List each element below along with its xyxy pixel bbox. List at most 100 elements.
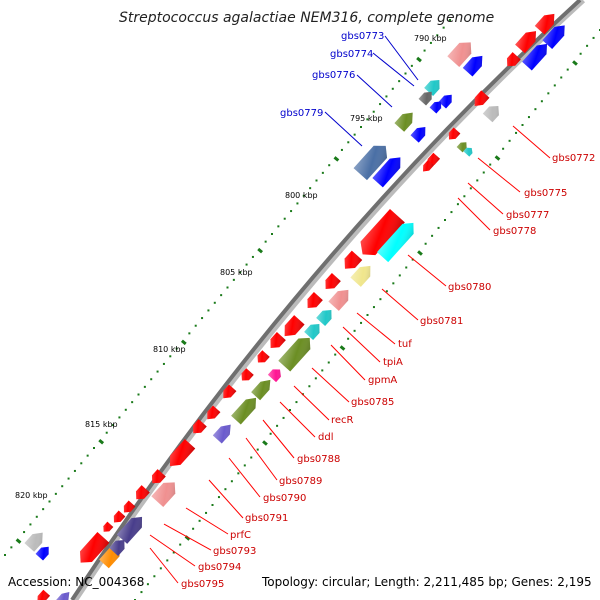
kbp-label: 820 kbp (15, 491, 48, 500)
cds-arrow[interactable] (304, 320, 324, 340)
gene-label-gbs0794[interactable]: gbs0794 (198, 562, 241, 573)
kbp-label: 815 kbp (85, 420, 118, 429)
gene-label-gbs0780[interactable]: gbs0780 (448, 282, 491, 293)
cds-arrow[interactable] (522, 40, 552, 71)
gene-label-gbs0778[interactable]: gbs0778 (493, 226, 536, 237)
tick-mark (372, 306, 375, 309)
cds-arrow[interactable] (148, 469, 166, 487)
gene-label-gbs0774[interactable]: gbs0774 (330, 49, 373, 60)
gene-label-ddl[interactable]: ddl (318, 432, 333, 443)
cds-arrow[interactable] (24, 528, 47, 552)
gene-label-gbs0791[interactable]: gbs0791 (245, 513, 288, 524)
cds-arrow[interactable] (121, 500, 136, 516)
cds-arrow[interactable] (116, 512, 147, 544)
gene-label-gbs0777[interactable]: gbs0777 (506, 210, 549, 221)
cds-arrow[interactable] (251, 376, 275, 401)
cds-arrow[interactable] (482, 102, 503, 123)
cds-arrow[interactable] (266, 332, 286, 352)
cds-arrow[interactable] (372, 153, 405, 188)
cds-arrow[interactable] (438, 91, 456, 109)
cds-arrow[interactable] (204, 405, 221, 422)
gene-label-gbs0776[interactable]: gbs0776 (312, 70, 355, 81)
gene-label-gpmA[interactable]: gpmA (368, 375, 397, 386)
cds-arrow[interactable] (353, 140, 393, 181)
cds-arrow[interactable] (471, 90, 490, 109)
tick-mark (239, 271, 242, 274)
cds-arrow[interactable] (75, 532, 110, 568)
callout-line (311, 367, 350, 403)
cds-arrow[interactable] (231, 394, 261, 425)
cds-arrow[interactable] (340, 250, 363, 274)
cds-arrow[interactable] (279, 315, 305, 341)
cds-arrow[interactable] (220, 384, 237, 401)
tick-mark (410, 64, 413, 67)
tick-mark (48, 500, 51, 503)
cds-arrow[interactable] (534, 9, 559, 35)
cds-arrow[interactable] (55, 589, 72, 600)
cds-arrow[interactable] (254, 350, 270, 366)
cds-arrow[interactable] (515, 27, 541, 54)
tick-mark (54, 492, 57, 495)
cds-arrow[interactable] (463, 145, 474, 157)
cds-arrow[interactable] (429, 99, 445, 114)
callout-line (384, 35, 419, 81)
gene-label-gbs0781[interactable]: gbs0781 (420, 316, 463, 327)
cds-arrow[interactable] (165, 439, 196, 471)
cds-arrow[interactable] (456, 140, 470, 153)
cds-arrow[interactable] (542, 21, 569, 50)
callout-line (279, 401, 316, 438)
cds-arrow[interactable] (394, 108, 417, 132)
cds-arrow[interactable] (446, 127, 461, 143)
cds-arrow[interactable] (132, 485, 150, 503)
cds-arrow[interactable] (316, 306, 336, 326)
cds-arrow[interactable] (267, 366, 284, 383)
gene-label-gbs0779[interactable]: gbs0779 (280, 108, 323, 119)
tick-mark (86, 454, 89, 457)
cds-arrow[interactable] (189, 419, 207, 437)
cds-arrow[interactable] (212, 421, 235, 444)
cds-arrow[interactable] (418, 88, 436, 106)
tick-mark (237, 472, 240, 475)
cds-arrow[interactable] (321, 273, 341, 293)
cds-arrow[interactable] (151, 477, 180, 508)
gene-label-tpiA[interactable]: tpiA (383, 357, 403, 368)
gene-label-gbs0790[interactable]: gbs0790 (263, 493, 306, 504)
gene-label-gbs0772[interactable]: gbs0772 (552, 153, 595, 164)
tick-mark (534, 108, 537, 111)
cds-arrow[interactable] (111, 510, 126, 526)
cds-arrow[interactable] (424, 76, 444, 96)
tick-mark (372, 110, 375, 113)
cds-arrow[interactable] (410, 123, 430, 143)
cds-arrow[interactable] (447, 37, 476, 68)
cds-arrow[interactable] (101, 521, 114, 535)
cds-arrow[interactable] (462, 51, 487, 77)
cds-arrow[interactable] (278, 333, 315, 372)
cds-arrow[interactable] (34, 589, 51, 600)
cds-arrow[interactable] (420, 159, 434, 174)
gene-label-gbs0775[interactable]: gbs0775 (524, 188, 567, 199)
cds-arrow[interactable] (355, 208, 405, 261)
backbone-line (70, 0, 582, 600)
gene-label-gbs0785[interactable]: gbs0785 (351, 397, 394, 408)
tick-mark (175, 347, 178, 350)
cds-arrow[interactable] (350, 261, 375, 287)
cds-arrow[interactable] (503, 52, 521, 70)
reverse-gene-labels: gbs0772 gbs0775 gbs0777 gbs0778 gbs0780 … (181, 153, 595, 590)
tick-mark (308, 385, 311, 388)
cds-arrow[interactable] (303, 292, 323, 312)
cds-arrow[interactable] (328, 285, 353, 311)
gene-label-gbs0773[interactable]: gbs0773 (341, 31, 384, 42)
cds-arrow[interactable] (109, 536, 129, 556)
gene-label-tuf[interactable]: tuf (398, 339, 412, 350)
gene-label-recR[interactable]: recR (331, 415, 354, 426)
cds-arrow[interactable] (377, 218, 419, 263)
cds-arrow[interactable] (35, 543, 53, 561)
gene-label-gbs0788[interactable]: gbs0788 (297, 454, 340, 465)
tick-mark (340, 148, 343, 151)
gene-label-gbs0789[interactable]: gbs0789 (279, 476, 322, 487)
tick-mark (290, 210, 293, 213)
gene-label-prfC[interactable]: prfC (230, 530, 251, 541)
gene-label-gbs0793[interactable]: gbs0793 (213, 546, 256, 557)
cds-arrow[interactable] (238, 368, 254, 384)
gene-label-gbs0795[interactable]: gbs0795 (181, 579, 224, 590)
